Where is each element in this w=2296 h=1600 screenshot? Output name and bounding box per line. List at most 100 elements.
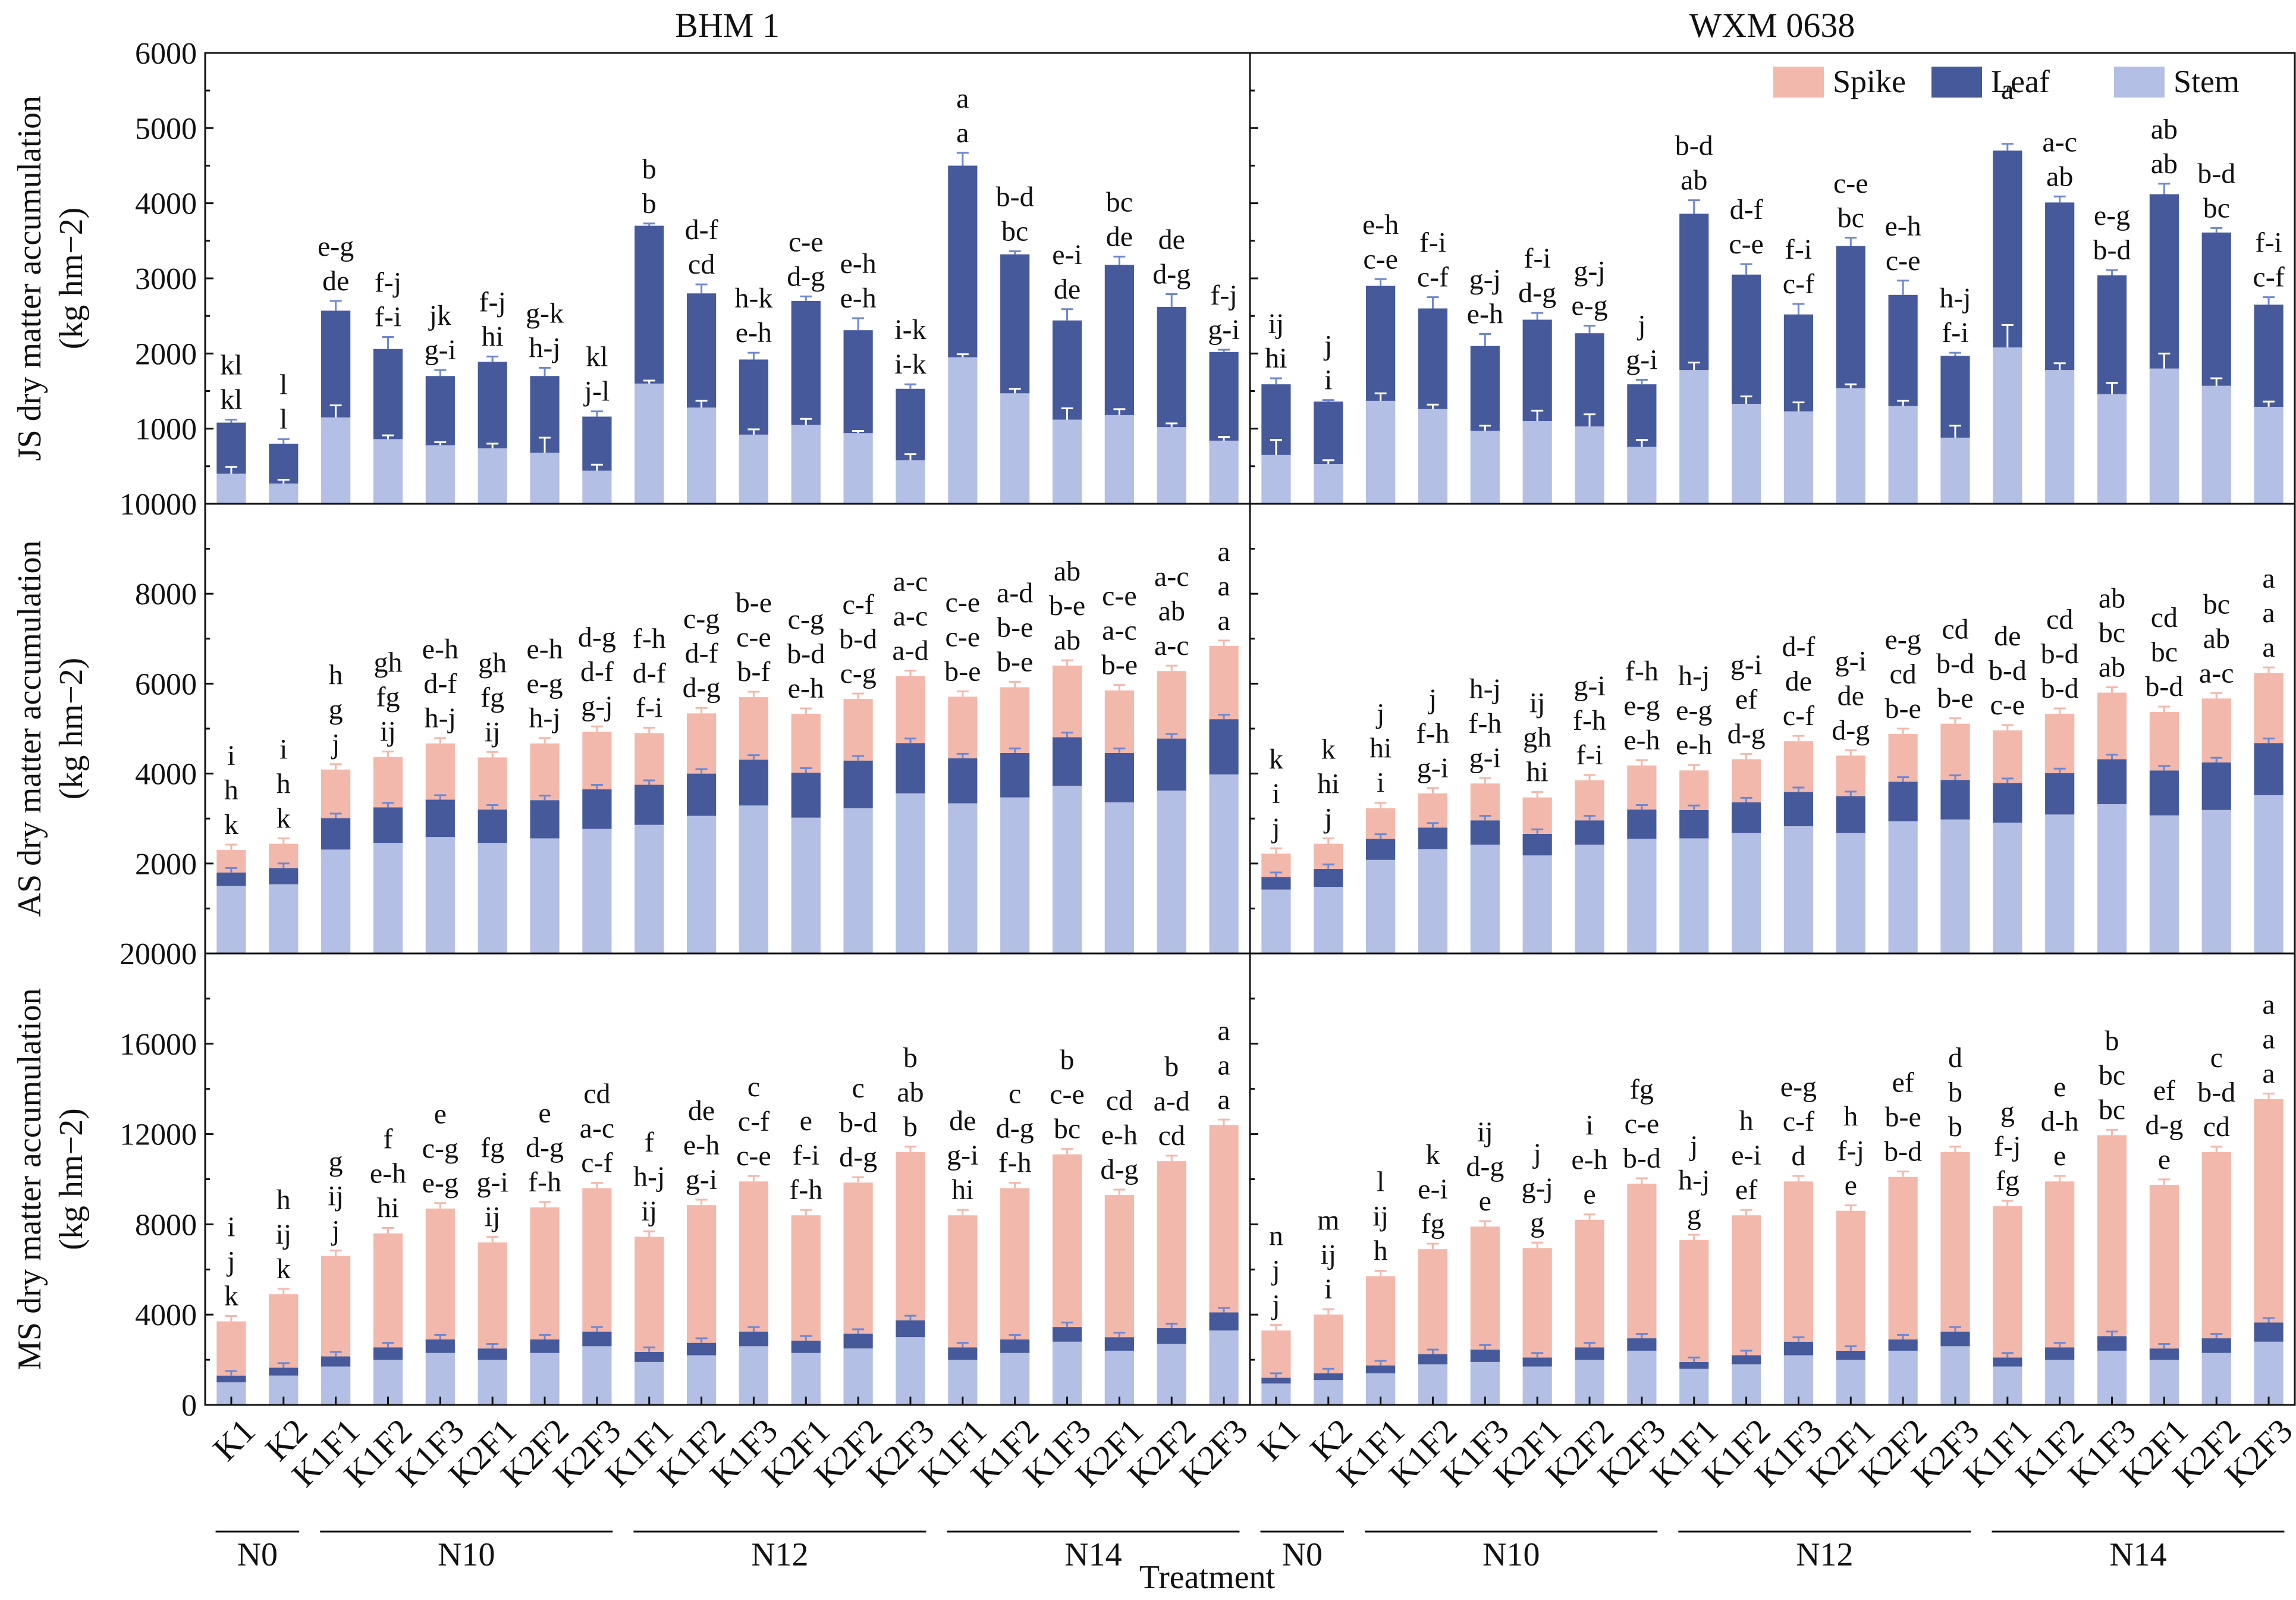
significance-letter: g-i <box>1417 752 1449 784</box>
bar-stem <box>1522 421 1552 504</box>
significance-letter: b-e <box>944 655 981 687</box>
bar-spike <box>1888 1177 1918 1339</box>
significance-letter: b-e <box>1937 683 1973 714</box>
significance-letter: f-h <box>1573 705 1606 736</box>
group-label: N10 <box>438 1536 495 1573</box>
significance-letter: fg <box>1421 1208 1444 1240</box>
bar-spike <box>1836 1210 1865 1351</box>
bar-stem <box>1836 388 1865 504</box>
bar-spike <box>686 713 717 774</box>
bar-leaf <box>739 1331 769 1347</box>
significance-letter: j <box>226 1246 235 1277</box>
significance-letter: jk <box>428 300 451 331</box>
bar-stem <box>1888 821 1918 953</box>
significance-letter: h-j <box>1678 1165 1710 1196</box>
bar-stem <box>1000 797 1030 953</box>
y-tick-label: 0 <box>181 1389 197 1423</box>
bar-leaf <box>1366 1365 1396 1373</box>
bar-leaf <box>635 1351 664 1362</box>
bar-stem <box>1104 415 1134 504</box>
significance-letter: c-e <box>946 586 981 618</box>
bar-stem <box>1731 403 1761 504</box>
bar-stem <box>1209 774 1239 953</box>
significance-letter: c-g <box>683 603 720 635</box>
significance-letter: g-i <box>947 1140 978 1171</box>
bar-stem <box>1679 370 1709 504</box>
significance-letter: cd <box>583 1078 610 1110</box>
bar-stem <box>530 838 560 953</box>
bar-leaf <box>269 1367 299 1376</box>
significance-letter: c-e <box>1050 1079 1085 1110</box>
bar-stem <box>2254 1341 2284 1405</box>
significance-letter: c <box>2210 1042 2223 1074</box>
significance-letter: bc <box>2099 617 2125 648</box>
significance-letter: e <box>434 1099 447 1130</box>
significance-letter: i <box>1585 1110 1593 1141</box>
bar-leaf <box>530 800 560 839</box>
significance-letter: j <box>1323 802 1332 834</box>
significance-letter: f-i <box>793 1140 819 1171</box>
significance-letter: e-h <box>1623 724 1660 756</box>
y-axis-unit: (kg hm−2) <box>53 658 90 799</box>
bar-stem <box>2149 815 2179 953</box>
bar-spike <box>2097 692 2127 760</box>
significance-letter: d-g <box>839 1141 877 1173</box>
significance-letter: h <box>1374 1235 1388 1267</box>
significance-letter: d-f <box>685 638 718 669</box>
significance-letter: a <box>956 83 969 114</box>
significance-letter: ab <box>1054 625 1081 656</box>
bar-leaf <box>373 1347 403 1360</box>
bar-leaf <box>1940 356 1970 438</box>
significance-letter: d-g <box>683 672 721 704</box>
bar-spike <box>739 697 769 760</box>
significance-letter: g-j <box>1522 1172 1553 1204</box>
significance-letter: c-f <box>1783 268 1814 300</box>
bar-stem <box>843 433 873 504</box>
significance-letter: d-f <box>1782 631 1815 663</box>
bar-spike <box>896 676 925 743</box>
bar-leaf <box>1522 1357 1552 1367</box>
bar-leaf <box>843 760 873 808</box>
bar-stem <box>1575 426 1604 504</box>
significance-letter: e <box>2053 1071 2066 1103</box>
significance-letter: c-e <box>1833 168 1868 199</box>
significance-letter: b <box>903 1111 918 1143</box>
bar-stem <box>2097 394 2127 504</box>
significance-letter: bc <box>2151 636 2178 668</box>
bar-stem <box>1000 393 1030 504</box>
significance-letter: f-h <box>528 1166 561 1198</box>
group-label: N10 <box>1482 1536 1540 1573</box>
significance-letter: bc <box>1001 216 1028 247</box>
bar-stem <box>373 843 403 953</box>
significance-letter: g-i <box>1469 742 1501 774</box>
panel-frame-as-wxm0638 <box>1249 503 2296 955</box>
bar-spike <box>582 732 612 790</box>
y-tick-label: 3000 <box>135 262 197 296</box>
bar-stem <box>2045 370 2075 504</box>
y-tick-label: 16000 <box>120 1028 197 1062</box>
significance-letter: e <box>1479 1185 1491 1217</box>
significance-letter: l <box>279 403 287 435</box>
y-axis-title: AS dry matter accumulation (kg hm−2) <box>11 541 90 917</box>
significance-letter: de <box>322 265 349 297</box>
significance-letter: de <box>688 1095 715 1127</box>
y-tick-label: 4000 <box>135 1298 197 1332</box>
bar-leaf <box>2097 275 2127 394</box>
bar-leaf <box>896 743 925 793</box>
significance-letter: g-i <box>1835 645 1867 677</box>
significance-letter: ab <box>2099 582 2125 614</box>
bar-spike <box>843 1182 873 1334</box>
bar-stem <box>1836 833 1865 953</box>
x-tick-label-group: K1 <box>205 1411 262 1469</box>
significance-letter: d-g <box>578 622 616 653</box>
bar-leaf <box>2097 759 2127 805</box>
significance-letter: ij <box>1372 1201 1389 1232</box>
bar-leaf <box>686 773 717 816</box>
bar-spike <box>1940 723 1970 780</box>
bar-spike <box>321 769 351 818</box>
significance-letter: b-d <box>787 638 825 670</box>
significance-letter: de <box>949 1105 976 1137</box>
bar-stem <box>1627 839 1657 953</box>
x-tick-label-group: K1 <box>1250 1411 1307 1469</box>
bar-spike <box>1366 1276 1396 1366</box>
